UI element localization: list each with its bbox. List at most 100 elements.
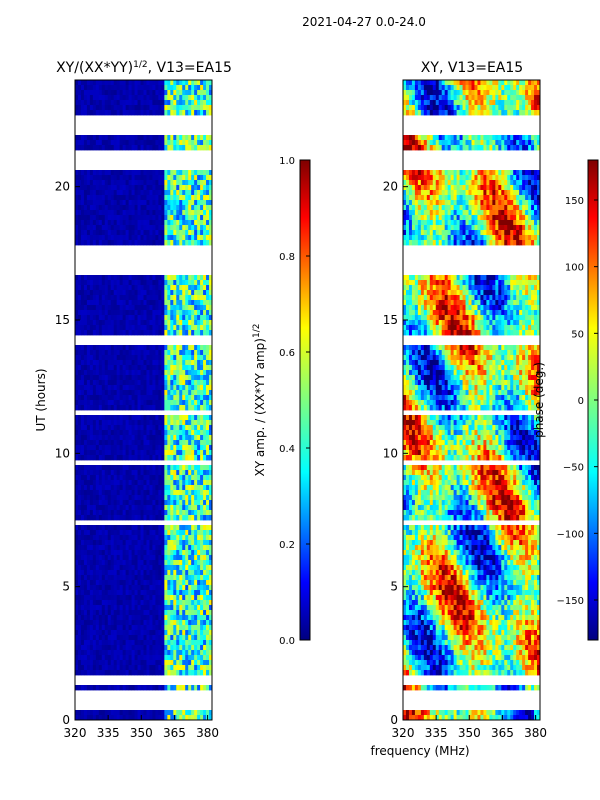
amp-cell <box>75 565 79 571</box>
amp-cell <box>152 315 156 321</box>
amp-cell <box>116 435 121 441</box>
phase-cell <box>462 90 466 96</box>
amp-cell <box>167 430 171 436</box>
amp-cell <box>116 640 121 646</box>
amp-cell <box>80 665 85 671</box>
amp-cell <box>197 560 201 566</box>
amp-cell <box>83 95 88 101</box>
amp-cell <box>116 445 121 451</box>
amp-cell <box>140 290 144 296</box>
amp-cell <box>131 420 135 426</box>
amp-cell <box>107 515 112 521</box>
amp-cell <box>110 100 115 106</box>
amp-cell <box>179 475 183 481</box>
amp-cell <box>89 215 94 221</box>
amp-cell <box>95 570 100 576</box>
amp-cell <box>92 530 97 536</box>
amp-cell <box>209 315 213 321</box>
amp-cell <box>173 490 177 496</box>
amp-cell <box>128 405 132 411</box>
amp-cell <box>155 315 159 321</box>
amp-cell <box>158 420 162 426</box>
amp-cell <box>89 415 94 421</box>
amp-cell <box>161 630 165 636</box>
amp-cell <box>173 275 177 281</box>
amp-cell <box>179 370 183 376</box>
amp-cell <box>107 630 112 636</box>
amp-cell <box>206 135 210 141</box>
amp-cell <box>101 480 106 486</box>
amp-cell <box>77 630 82 636</box>
phase-cell <box>495 85 499 91</box>
amp-cell <box>107 605 112 611</box>
amp-cell <box>143 390 147 396</box>
amp-cell <box>86 425 91 431</box>
amp-cell <box>164 485 168 491</box>
amp-cell <box>176 555 180 561</box>
amp-cell <box>167 355 171 361</box>
amp-cell <box>176 500 180 506</box>
amp-cell <box>194 390 198 396</box>
amp-cell <box>140 105 144 111</box>
amp-cell <box>107 615 112 621</box>
amp-cell <box>77 510 82 516</box>
amp-cell <box>203 100 207 106</box>
amp-cell <box>155 465 159 471</box>
amp-cell <box>179 500 183 506</box>
amp-cell <box>161 620 165 626</box>
amp-cell <box>209 430 213 436</box>
amp-cell <box>161 180 165 186</box>
amp-cell <box>200 180 204 186</box>
amp-cell <box>194 140 198 146</box>
amp-cell <box>116 645 121 651</box>
amp-cell <box>143 350 147 356</box>
amp-cell <box>98 385 103 391</box>
amp-cell <box>206 485 210 491</box>
amp-cell <box>200 500 204 506</box>
amp-cell <box>149 470 153 476</box>
amp-cell <box>176 560 180 566</box>
amp-cell <box>137 480 141 486</box>
amp-cell <box>122 635 127 641</box>
amp-cell <box>155 190 159 196</box>
amp-cell <box>77 95 82 101</box>
amp-cell <box>137 645 141 651</box>
amp-cell <box>131 470 135 476</box>
amp-cell <box>80 445 85 451</box>
amp-cell <box>206 630 210 636</box>
amp-cell <box>95 535 100 541</box>
amp-cell <box>191 580 195 586</box>
phase-cell <box>405 90 410 96</box>
amp-cell <box>125 315 130 321</box>
amp-cell <box>179 285 183 291</box>
phase-cell <box>501 85 505 91</box>
amp-cell <box>122 360 127 366</box>
amp-cell <box>179 185 183 191</box>
amp-cell <box>182 305 186 311</box>
amp-cell <box>152 440 156 446</box>
amp-cell <box>122 590 127 596</box>
amp-cell <box>83 240 88 246</box>
amp-cell <box>197 640 201 646</box>
amp-cell <box>95 290 100 296</box>
amp-cell <box>209 215 213 221</box>
amp-cell <box>86 355 91 361</box>
amp-cell <box>203 540 207 546</box>
amp-cell <box>140 640 144 646</box>
amp-cell <box>200 365 204 371</box>
amp-cell <box>125 240 130 246</box>
amp-cell <box>92 105 97 111</box>
amp-cell <box>110 685 115 691</box>
amp-cell <box>185 180 189 186</box>
amp-cell <box>206 190 210 196</box>
amp-cell <box>110 420 115 426</box>
amp-cell <box>188 325 192 331</box>
amp-cell <box>182 390 186 396</box>
amp-cell <box>143 650 147 656</box>
amp-cell <box>77 545 82 551</box>
amp-cell <box>140 240 144 246</box>
amp-cell <box>203 565 207 571</box>
amp-cell <box>194 575 198 581</box>
amp-cell <box>101 670 106 676</box>
amp-cell <box>164 645 168 651</box>
